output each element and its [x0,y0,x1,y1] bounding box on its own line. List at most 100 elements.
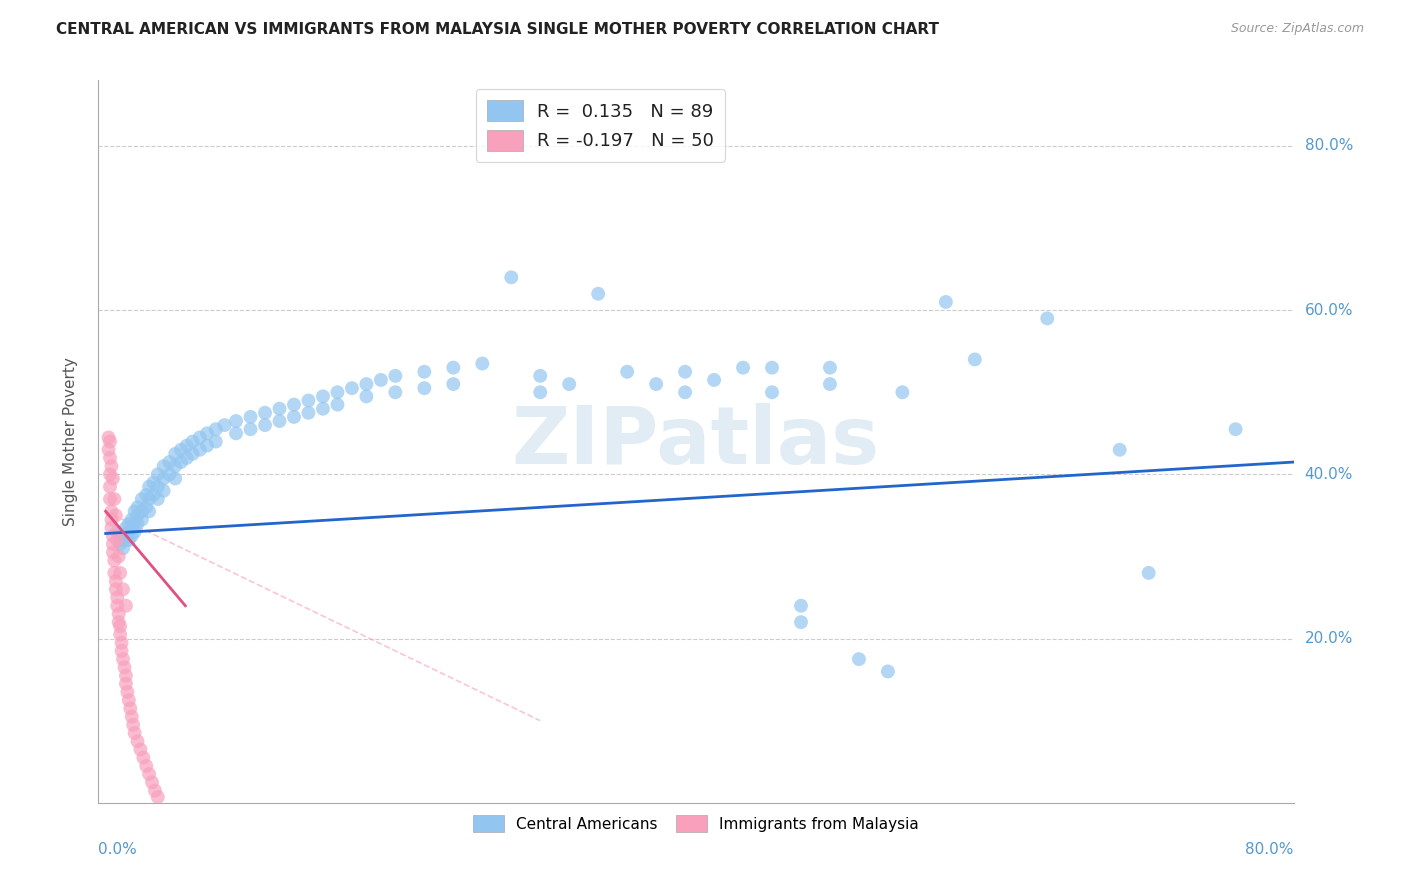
Point [112,533,135,547]
Point [146,467,169,482]
Text: ZIPatlas: ZIPatlas [512,402,880,481]
Point [115,521,138,535]
Point [100,512,122,526]
Point [131,512,153,526]
Point [340,381,363,395]
Point [848,652,870,666]
Point [108,627,131,641]
Point [963,352,986,367]
Point [105,524,128,539]
Point [441,377,464,392]
Point [121,512,143,526]
Point [118,533,141,547]
Point [101,537,124,551]
Point [101,529,124,543]
Point [101,471,124,485]
Point [239,422,262,436]
Point [413,365,436,379]
Point [131,504,153,518]
Point [188,430,211,444]
Point [100,459,122,474]
Point [146,790,169,805]
Point [790,615,813,630]
Point [165,447,187,461]
Point [98,434,121,449]
Point [877,665,900,679]
Text: 0.0%: 0.0% [98,842,138,856]
Point [297,393,319,408]
Point [558,377,581,392]
Point [100,521,122,535]
Point [132,750,155,764]
Point [121,529,143,543]
Point [138,480,160,494]
Point [98,450,121,465]
Point [253,406,276,420]
Point [157,455,180,469]
Point [141,775,163,789]
Point [98,480,121,494]
Point [115,677,138,691]
Point [142,475,165,490]
Point [181,434,204,449]
Legend: Central Americans, Immigrants from Malaysia: Central Americans, Immigrants from Malay… [467,809,925,838]
Point [152,483,174,498]
Point [101,545,124,559]
Point [181,447,204,461]
Point [108,619,131,633]
Point [135,488,157,502]
Point [1036,311,1059,326]
Point [124,516,146,531]
Y-axis label: Single Mother Poverty: Single Mother Poverty [63,357,77,526]
Point [501,270,523,285]
Point [673,385,696,400]
Point [176,450,198,465]
Point [790,599,813,613]
Point [114,660,136,674]
Point [110,644,132,658]
Point [152,459,174,474]
Point [165,471,187,485]
Point [195,439,218,453]
Point [616,365,638,379]
Point [138,491,160,506]
Point [121,709,143,723]
Text: 80.0%: 80.0% [1246,842,1294,856]
Point [122,718,145,732]
Point [1225,422,1247,436]
Point [703,373,725,387]
Point [104,574,127,588]
Point [121,521,143,535]
Point [142,488,165,502]
Point [127,500,149,515]
Point [138,767,160,781]
Point [118,516,141,531]
Point [529,385,551,400]
Point [312,389,335,403]
Point [471,357,494,371]
Point [131,491,153,506]
Point [124,726,146,740]
Point [645,377,668,392]
Point [97,430,120,444]
Point [107,607,129,621]
Text: CENTRAL AMERICAN VS IMMIGRANTS FROM MALAYSIA SINGLE MOTHER POVERTY CORRELATION C: CENTRAL AMERICAN VS IMMIGRANTS FROM MALA… [56,22,939,37]
Point [326,398,349,412]
Point [1108,442,1130,457]
Point [117,685,139,699]
Point [108,537,131,551]
Point [103,566,125,580]
Point [107,615,129,630]
Point [143,783,166,797]
Point [761,360,783,375]
Point [112,541,135,556]
Point [891,385,914,400]
Point [115,533,138,547]
Point [98,467,121,482]
Point [269,401,291,416]
Point [586,286,609,301]
Point [239,409,262,424]
Point [1137,566,1160,580]
Point [112,582,135,597]
Point [124,524,146,539]
